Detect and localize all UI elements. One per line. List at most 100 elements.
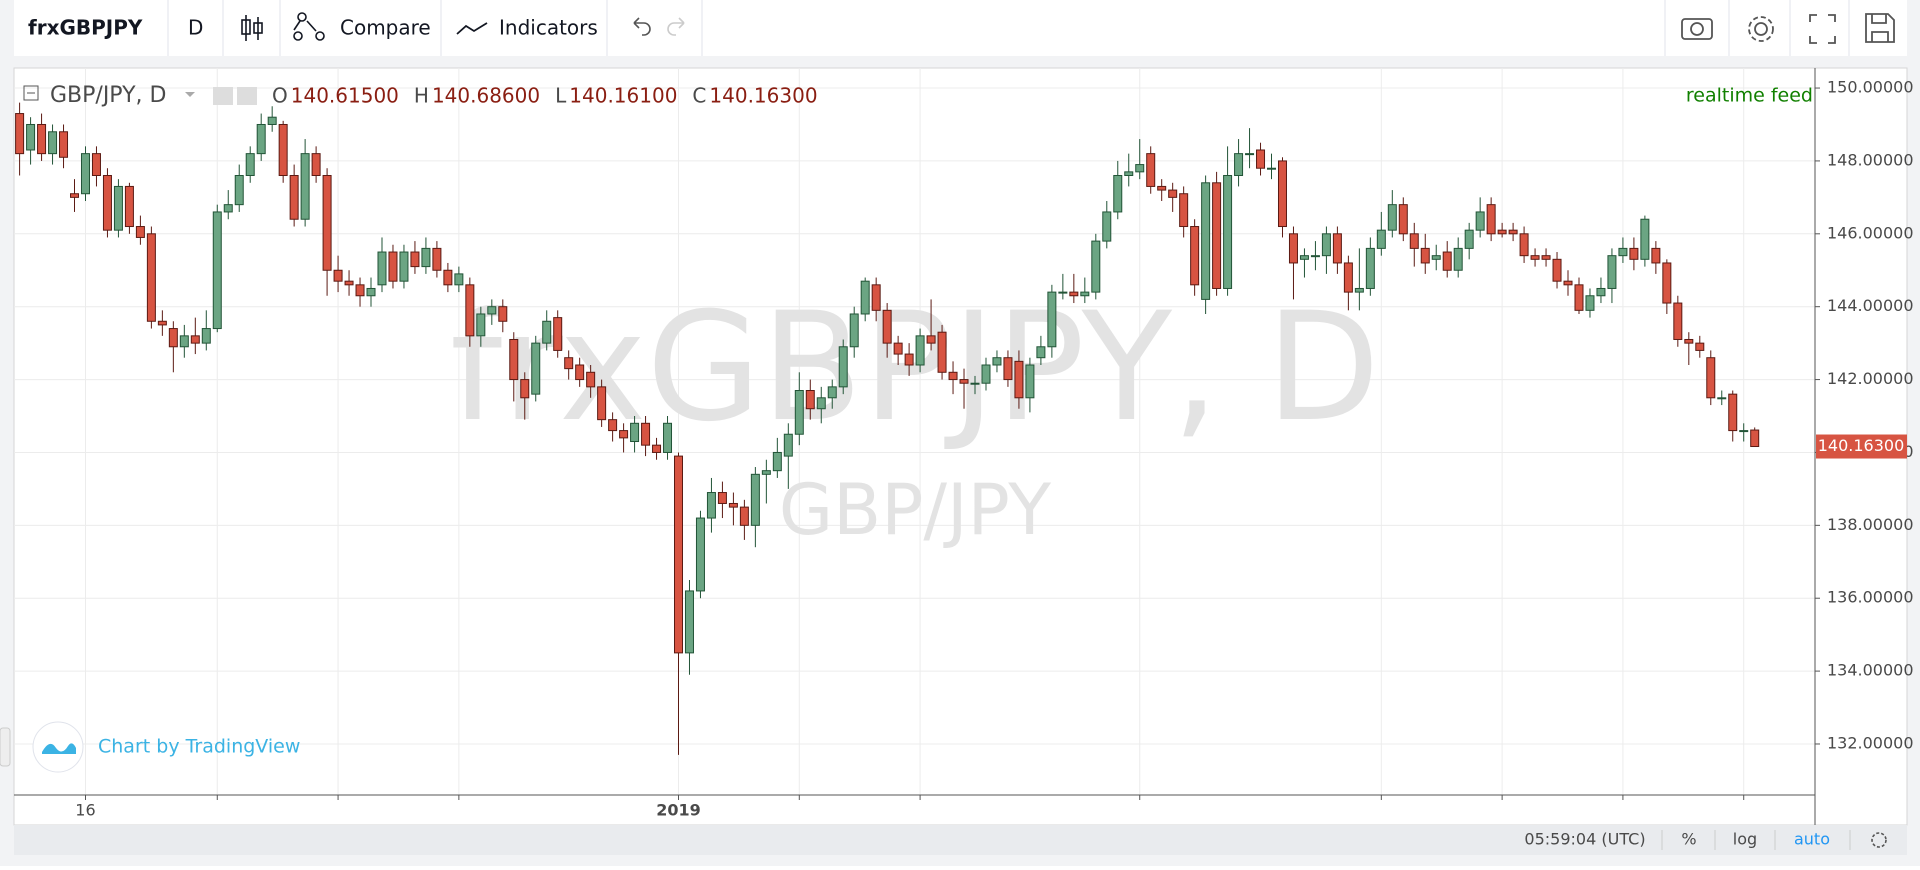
ohlc-key: C	[692, 84, 706, 108]
candle-body	[432, 247, 442, 271]
candle-body	[1508, 229, 1518, 235]
candle-body	[531, 342, 541, 395]
candle-body	[1234, 153, 1244, 177]
attribution[interactable]: Chart by TradingView	[98, 736, 300, 758]
candle-body	[695, 517, 705, 592]
candle-body	[728, 502, 738, 508]
collapse-toggle[interactable]	[23, 85, 39, 101]
candle-body	[882, 309, 892, 344]
candle-body	[1201, 182, 1211, 300]
candle-body	[300, 153, 310, 220]
candle-body	[1398, 204, 1408, 235]
candle-body	[684, 590, 694, 654]
candle-body	[344, 280, 354, 286]
footer-settings[interactable]	[1871, 832, 1887, 848]
candle-body	[1662, 262, 1672, 304]
candle-body	[1442, 251, 1452, 271]
interval[interactable]: D	[188, 16, 203, 40]
y-tick-label: 148.00000	[1827, 150, 1914, 169]
compare-button[interactable]: Compare	[340, 16, 431, 40]
candle-body	[816, 397, 826, 410]
candle-body	[948, 371, 958, 381]
y-tick-label: 132.00000	[1827, 733, 1914, 752]
eye-icon[interactable]	[213, 87, 233, 105]
candle-body	[410, 251, 420, 268]
camera[interactable]	[1681, 18, 1713, 40]
candle-body	[915, 335, 925, 366]
tv-logo[interactable]	[32, 721, 84, 773]
candle-body	[805, 390, 815, 410]
compare-icon[interactable]	[293, 12, 325, 41]
candle-body	[1585, 295, 1595, 311]
candle-body	[750, 473, 760, 526]
candle-body	[465, 284, 475, 337]
tv-logo-mark	[42, 743, 76, 754]
candle-body	[575, 364, 585, 381]
fullscreen[interactable]	[1809, 14, 1836, 44]
candle-body	[1223, 175, 1233, 289]
save[interactable]	[1865, 13, 1895, 43]
y-tick-label: 138.00000	[1827, 515, 1914, 534]
clock: 05:59:04 (UTC)	[1524, 830, 1645, 849]
redo[interactable]	[667, 17, 685, 36]
candle-body	[1256, 149, 1266, 169]
gear-icon[interactable]	[237, 87, 257, 105]
candle-body	[48, 131, 58, 155]
candle-body	[146, 233, 156, 322]
candle-body	[1519, 233, 1529, 257]
candle-body	[597, 386, 607, 421]
candle-body	[520, 379, 530, 399]
candle-body	[113, 185, 123, 231]
ohlc-value: 140.61500	[291, 84, 399, 108]
candle-body	[157, 320, 167, 326]
footer	[14, 825, 1907, 855]
undo[interactable]	[633, 17, 651, 36]
y-tick-label: 142.00000	[1827, 369, 1914, 388]
candle-body	[278, 123, 288, 177]
candle-body	[1618, 247, 1628, 257]
percent-toggle[interactable]: %	[1681, 830, 1696, 849]
candle-body	[970, 382, 980, 385]
watermark-sub: GBP/JPY	[779, 469, 1051, 551]
candle-body	[168, 328, 178, 348]
indicators-button[interactable]: Indicators	[499, 16, 598, 40]
candle-body	[37, 123, 47, 155]
log-toggle[interactable]: log	[1733, 830, 1757, 849]
candle-body	[1310, 255, 1320, 258]
legend-dropdown[interactable]	[185, 92, 195, 97]
ohlc-key: O	[272, 84, 288, 108]
candle-body	[1431, 255, 1441, 260]
side-toggle[interactable]	[0, 727, 11, 767]
candle-body	[212, 211, 222, 330]
candle-body	[1091, 240, 1101, 293]
candle-body	[179, 335, 189, 348]
candle-body	[234, 175, 244, 206]
candle-body	[1387, 204, 1397, 231]
auto-toggle[interactable]: auto	[1794, 830, 1830, 849]
candle-body	[289, 175, 299, 220]
candle-body	[542, 320, 552, 344]
settings[interactable]	[1748, 16, 1774, 42]
candle-body	[59, 131, 69, 158]
candle-body	[783, 433, 793, 457]
legend-title: GBP/JPY, D	[50, 83, 166, 108]
y-tick-label: 146.00000	[1827, 223, 1914, 242]
candle-body	[1047, 291, 1057, 348]
candle-body	[256, 123, 266, 155]
candle-body	[333, 269, 343, 282]
candle-body	[1343, 262, 1353, 293]
candle-icon[interactable]	[241, 15, 263, 41]
candle-body	[476, 313, 486, 337]
candle-body	[1376, 229, 1386, 249]
indicators-icon[interactable]	[456, 22, 488, 35]
candle-body	[377, 251, 387, 286]
candle-body	[1717, 397, 1727, 400]
candle-body	[1530, 255, 1540, 260]
x-tick-label: 16	[75, 801, 95, 820]
candle-body	[223, 204, 233, 213]
candle-body	[1267, 167, 1277, 170]
symbol[interactable]: frxGBPJPY	[28, 16, 143, 40]
candle-body	[761, 470, 771, 475]
candle-body	[904, 353, 914, 366]
